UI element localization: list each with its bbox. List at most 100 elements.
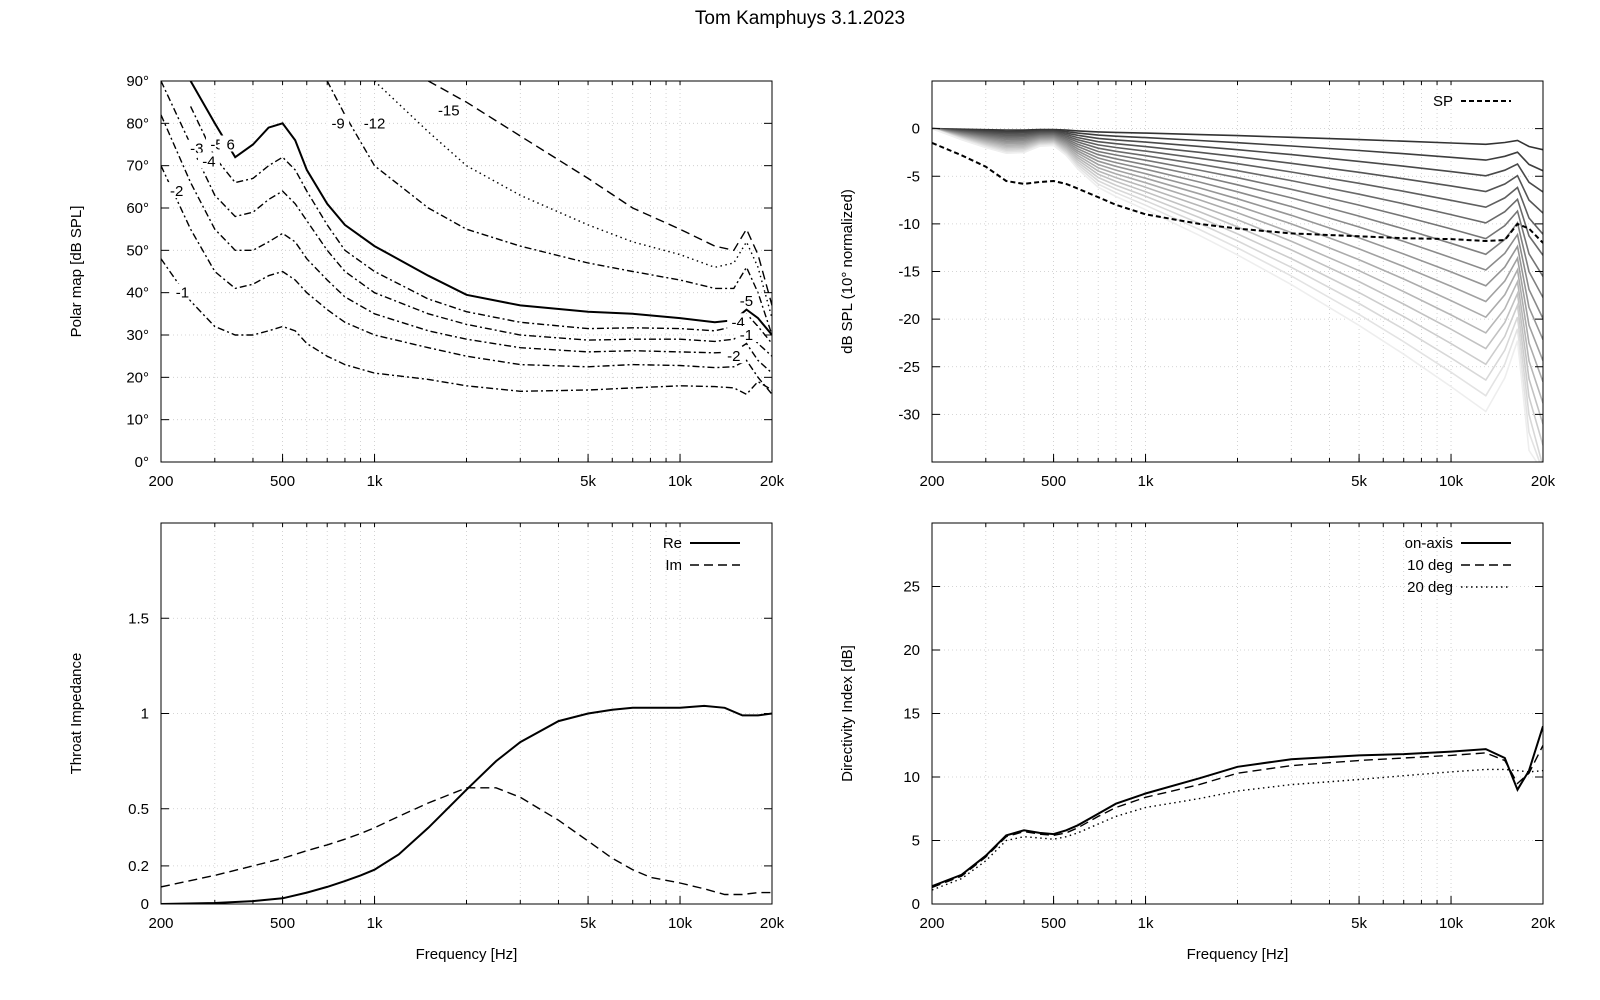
y-tick-label: 0 <box>912 121 920 138</box>
x-tick-label: 1k <box>1138 915 1154 932</box>
y-tick-label: 5 <box>912 833 920 850</box>
plot-area <box>932 725 1543 891</box>
series-line--6 <box>189 81 772 336</box>
x-tick-label: 1k <box>367 915 383 932</box>
y-axis-label: Polar map [dB SPL] <box>68 206 85 338</box>
x-tick-label: 500 <box>270 915 295 932</box>
plot-frame <box>160 80 773 463</box>
series-line--12 <box>374 81 772 319</box>
series-line--4 <box>161 81 772 357</box>
x-tick-label: 200 <box>148 915 173 932</box>
y-tick-label: 25 <box>903 579 920 596</box>
x-axis-label: Frequency [Hz] <box>416 946 518 963</box>
y-tick-label: 40° <box>126 285 149 302</box>
contour-label: -1 <box>176 285 189 302</box>
x-tick-label: 20k <box>760 473 785 490</box>
chart-spl: 200 500 1k 5k 10k 20k -30 -25 -20 -15 -10 -5 0 dB SPL… <box>839 80 1556 490</box>
y-tick-label: 20° <box>126 369 149 386</box>
y-tick-label: 0° <box>135 454 149 471</box>
series-line--5 <box>189 106 772 344</box>
series-line-10-deg <box>932 744 1543 889</box>
legend-label: Im <box>665 557 682 574</box>
angle-curve <box>932 127 1543 362</box>
plot-frame <box>160 522 773 905</box>
series-line--3 <box>161 114 772 374</box>
contour-label: -4 <box>202 153 215 170</box>
x-tick-label: 5k <box>580 915 596 932</box>
y-axis-label: dB SPL (10° normalized) <box>839 189 856 354</box>
angle-curve <box>932 127 1543 193</box>
y-tick-label: 0 <box>912 896 920 913</box>
x-tick-label: 5k <box>1351 915 1367 932</box>
angle-curve <box>932 127 1538 462</box>
contour-label-bg <box>363 114 386 131</box>
contour-label-bg <box>327 114 350 131</box>
contour-label-bg <box>197 152 220 169</box>
y-tick-label: 60° <box>126 200 149 217</box>
x-tick-label: 500 <box>270 473 295 490</box>
x-tick-label: 5k <box>580 473 596 490</box>
angle-curve <box>932 127 1543 425</box>
angle-curve <box>932 127 1543 172</box>
contour-label: -15 <box>438 103 460 120</box>
y-tick-label: 90° <box>126 73 149 90</box>
plot-area: -1-2-3-4-5 6-9 -12-15-5-4-1-2 <box>161 81 772 396</box>
contour-label: -9 <box>331 115 344 132</box>
x-tick-label: 500 <box>1041 473 1066 490</box>
y-tick-label: -20 <box>898 311 920 328</box>
x-tick-label: 20k <box>1531 915 1556 932</box>
contour-label: -2 <box>170 183 183 200</box>
x-tick-label: 1k <box>1138 473 1154 490</box>
contour-label: -2 <box>727 348 740 365</box>
x-tick-label: 10k <box>1439 915 1464 932</box>
x-tick-label: 20k <box>1531 473 1556 490</box>
series-line--15 <box>427 81 772 306</box>
legend-label: SP <box>1433 93 1453 110</box>
contour-label-bg <box>727 313 750 330</box>
x-tick-label: 10k <box>668 915 693 932</box>
y-tick-label: 15 <box>903 706 920 723</box>
legend-label: Re <box>663 535 682 552</box>
y-tick-label: 50° <box>126 242 149 259</box>
series-line-20-deg <box>932 768 1543 891</box>
angle-curve <box>932 127 1543 404</box>
contour-label: -12 <box>364 115 386 132</box>
angle-curve <box>932 127 1543 383</box>
angle-curve <box>932 127 1543 462</box>
y-tick-label: 80° <box>126 115 149 132</box>
series-line--9 <box>326 81 772 336</box>
series-line-Im <box>161 787 772 896</box>
y-tick-label: -25 <box>898 359 920 376</box>
y-tick-label: 1.5 <box>128 610 149 627</box>
plot-area <box>161 704 772 904</box>
figure-title: Tom Kamphuys 3.1.2023 <box>694 8 906 29</box>
chart-directivity: 200 500 1k 5k 10k 20k 0 5 10 15 20 25 Directivity In… <box>839 522 1556 963</box>
y-tick-label: 0.2 <box>128 858 149 875</box>
x-axis-label: Frequency [Hz] <box>1187 946 1289 963</box>
x-tick-label: 200 <box>919 915 944 932</box>
angle-curve <box>932 127 1543 446</box>
contour-label-bg <box>165 182 188 199</box>
contour-label-bg <box>735 292 758 309</box>
contour-label: -5 <box>740 293 753 310</box>
plot-area <box>932 127 1543 462</box>
y-tick-label: 10 <box>903 769 920 786</box>
series-line--2 <box>161 165 772 395</box>
series-line-Re <box>161 704 772 904</box>
angle-curve <box>932 127 1543 235</box>
y-tick-label: 30° <box>126 327 149 344</box>
y-tick-label: -30 <box>898 406 920 423</box>
series-line--1 <box>161 258 772 396</box>
angle-curve <box>932 127 1543 151</box>
legend-label: 10 deg <box>1407 557 1453 574</box>
angle-curve <box>932 127 1541 462</box>
x-tick-label: 1k <box>367 473 383 490</box>
y-tick-label: 70° <box>126 158 149 175</box>
angle-curve <box>932 127 1543 277</box>
y-tick-label: 20 <box>903 642 920 659</box>
contour-label-bg <box>437 101 460 118</box>
contour-label: -1 <box>740 327 753 344</box>
y-tick-label: 10° <box>126 412 149 429</box>
